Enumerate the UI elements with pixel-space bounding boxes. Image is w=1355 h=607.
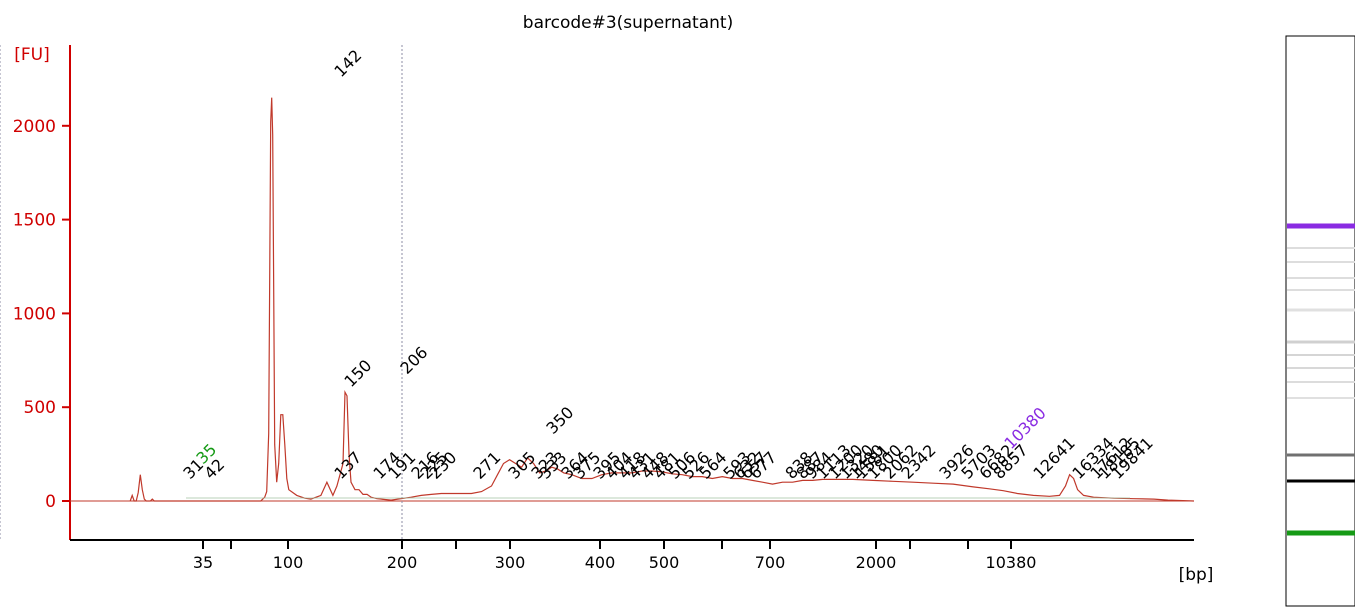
- y-tick-label: 1000: [13, 304, 56, 324]
- x-tick-label: 500: [649, 553, 680, 572]
- reference-lines: [0, 45, 403, 540]
- gel-band: [1287, 397, 1355, 399]
- peak-label: 206: [396, 343, 431, 378]
- gel-band: [1287, 340, 1355, 344]
- x-tick-label: 300: [495, 553, 526, 572]
- y-tick-label: 500: [24, 398, 56, 418]
- y-tick-label: 1500: [13, 211, 56, 231]
- peak-label: 137: [330, 448, 365, 483]
- gel-lane-frame: [1285, 35, 1355, 607]
- x-tick-label: 10380: [986, 553, 1037, 572]
- peak-label: 350: [542, 403, 577, 438]
- peak-label: 142: [330, 46, 365, 81]
- chart-title: barcode#3(supernatant): [523, 13, 733, 33]
- gel-band: [1287, 308, 1355, 312]
- x-tick-label: 35: [193, 553, 213, 572]
- x-tick-label: 700: [755, 553, 786, 572]
- gel-band: [1287, 453, 1355, 457]
- gel-lane: [1285, 35, 1355, 607]
- gel-band: [1287, 247, 1355, 249]
- y-tick-label: 2000: [13, 117, 56, 137]
- x-tick-label: 100: [273, 553, 304, 572]
- x-axis-label: [bp]: [1179, 565, 1214, 585]
- x-tick-label: 400: [585, 553, 616, 572]
- gel-band: [1287, 261, 1355, 263]
- gel-band: [1287, 354, 1355, 356]
- gel-band: [1287, 277, 1355, 279]
- gel-band: [1287, 381, 1355, 383]
- trace: [129, 97, 1195, 502]
- peak-label: 10380: [1000, 403, 1049, 452]
- trace-line: [129, 97, 1195, 502]
- gel-band: [1287, 289, 1355, 291]
- peak-label: 12641: [1029, 433, 1078, 482]
- gel-band: [1287, 223, 1355, 229]
- y-axis-label: [FU]: [14, 45, 50, 65]
- gel-band: [1287, 479, 1355, 483]
- y-tick-label: 0: [45, 492, 56, 512]
- peak-label: 271: [469, 448, 504, 483]
- axes: 0 500 1000 1500 2000 35 100 200 300 400 500 700 2000…: [13, 45, 1194, 572]
- x-tick-label: 2000: [856, 553, 897, 572]
- peak-label: 150: [340, 356, 375, 391]
- x-tick-label: 200: [387, 553, 418, 572]
- gel-band: [1287, 530, 1355, 536]
- gel-band: [1287, 367, 1355, 369]
